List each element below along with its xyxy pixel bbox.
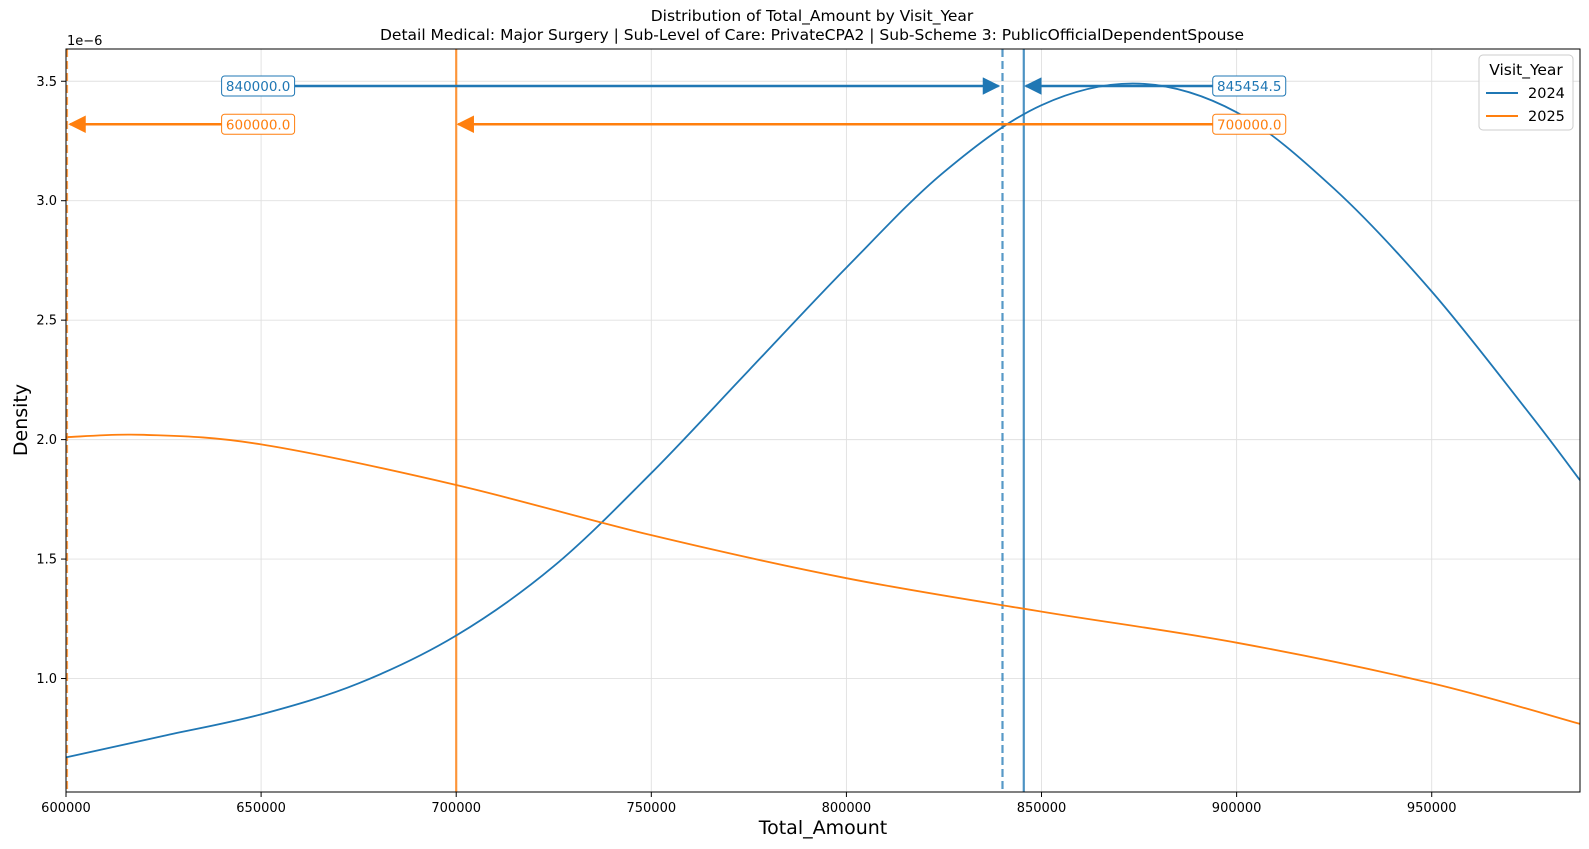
x-axis-ticks: 600000 650000 700000 750000 800000 850000 9000… xyxy=(41,792,1457,816)
legend-frame xyxy=(1478,54,1574,131)
series-layer xyxy=(65,82,1581,759)
annotation-box xyxy=(1212,75,1287,97)
y-axis-scale-label: 1e−6 xyxy=(67,34,102,49)
annotation-box xyxy=(1212,113,1287,135)
x-tick-label: 800000 xyxy=(822,801,872,816)
x-tick-label: 700000 xyxy=(431,801,481,816)
legend-label-2024: 2024 xyxy=(1528,86,1565,102)
legend-title: Visit_Year xyxy=(1489,61,1563,80)
y-tick-label: 3.0 xyxy=(36,194,57,209)
x-tick-label: 950000 xyxy=(1407,801,1457,816)
grid-layer xyxy=(65,49,1580,792)
annotation-label: 600000.0 xyxy=(226,117,290,133)
chart-title: Distribution of Total_Amount by Visit_Ye… xyxy=(651,7,974,26)
density-line-2024 xyxy=(65,82,1581,759)
reference-line-layer xyxy=(65,49,1025,792)
annotation-label: 845454.5 xyxy=(1217,79,1281,95)
x-tick-label: 650000 xyxy=(236,801,286,816)
y-tick-label: 1.5 xyxy=(36,553,57,568)
y-axis-ticks: 1.0 1.5 2.0 2.5 3.0 3.5 xyxy=(36,75,66,687)
y-tick-label: 3.5 xyxy=(36,75,57,90)
legend-label-2025: 2025 xyxy=(1528,109,1565,125)
annotation-label: 700000.0 xyxy=(1217,117,1281,133)
annotation-box xyxy=(221,75,296,97)
x-tick-label: 850000 xyxy=(1017,801,1067,816)
y-tick-label: 2.0 xyxy=(36,433,57,448)
annotation-label: 840000.0 xyxy=(226,79,290,95)
y-tick-label: 1.0 xyxy=(36,672,57,687)
y-tick-label: 2.5 xyxy=(36,314,57,329)
density-line-2025 xyxy=(65,433,1581,725)
chart-subtitle: Detail Medical: Major Surgery | Sub-Leve… xyxy=(380,26,1244,44)
x-tick-label: 750000 xyxy=(626,801,676,816)
y-axis-label: Density xyxy=(10,384,32,456)
x-tick-label: 900000 xyxy=(1212,801,1262,816)
annotation-layer: 840000.0 845454.5 600000.0 700000.0 xyxy=(68,75,1287,135)
annotation-box xyxy=(221,113,296,135)
plot-frame xyxy=(65,48,1581,793)
x-tick-label: 600000 xyxy=(41,801,91,816)
legend: Visit_Year 2024 2025 xyxy=(1478,54,1574,131)
x-axis-label: Total_Amount xyxy=(758,817,888,839)
